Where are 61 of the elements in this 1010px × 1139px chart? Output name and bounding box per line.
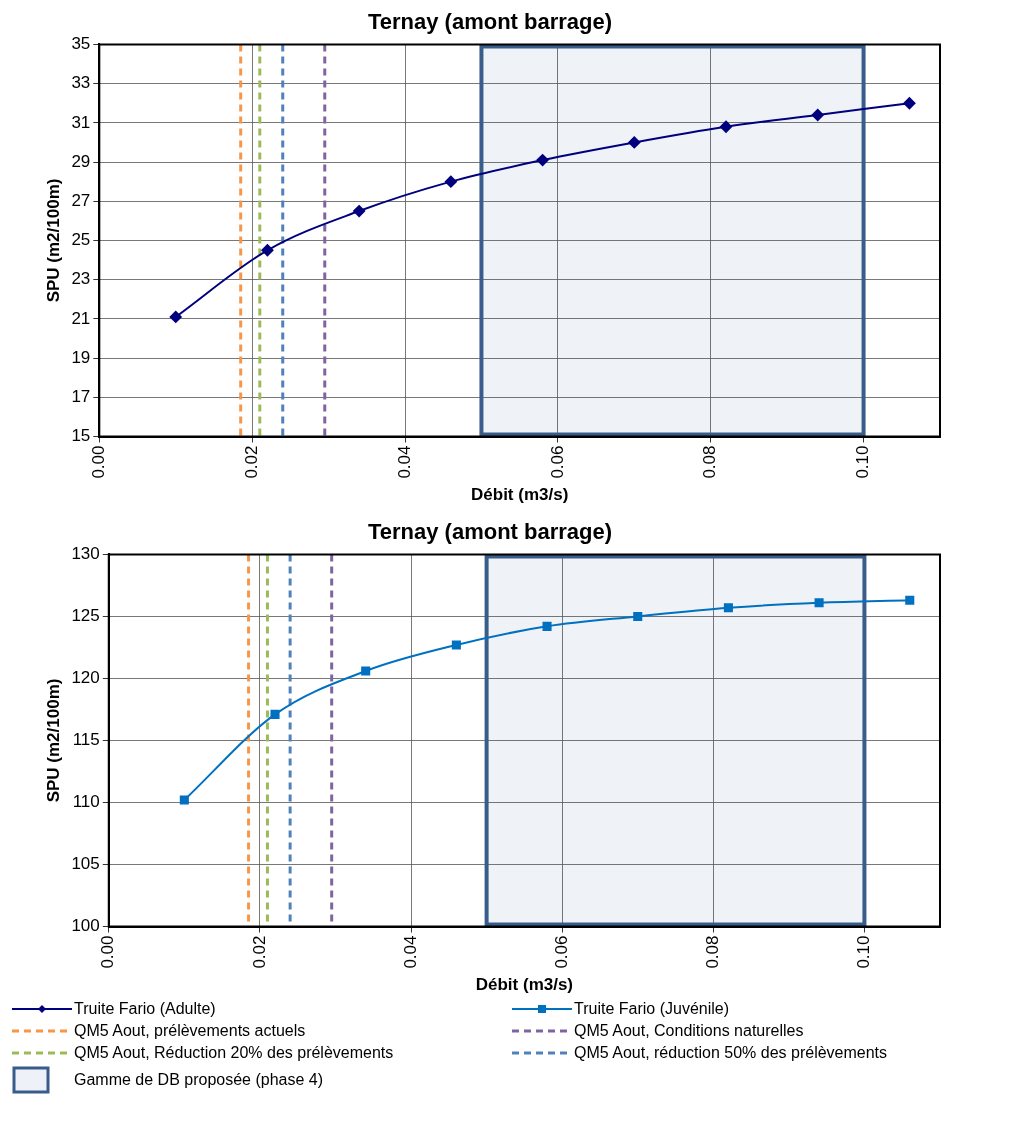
y-tick-label: 120 [71, 668, 100, 688]
y-tick-label: 100 [71, 916, 100, 936]
x-tick-label: 0.10 [853, 445, 873, 479]
x-axis-title: Débit (m3/s) [475, 975, 574, 995]
y-tick-label: 105 [71, 854, 100, 874]
y-tick-label: 110 [72, 792, 100, 812]
y-tick-label: 33 [71, 73, 91, 93]
y-tick-label: 17 [71, 386, 91, 406]
point [179, 795, 189, 805]
x-tick-label: 0.00 [89, 445, 108, 479]
x-tick-label: 0.04 [400, 935, 420, 969]
legend-label: QM5 Aout, Réduction 20% des prélèvements [74, 1044, 394, 1062]
x-tick-label: 0.02 [241, 445, 261, 479]
chart-title: Ternay (amont barrage) [367, 519, 613, 545]
point [720, 120, 733, 133]
y-tick-label: 115 [72, 730, 100, 750]
y-axis-title: SPU (m2/100m) [43, 178, 63, 303]
y-tick-label: 125 [71, 606, 100, 626]
x-tick-label: 0.02 [249, 935, 269, 969]
x-tick-label: 0.00 [98, 935, 118, 969]
point [723, 603, 733, 613]
point [633, 611, 643, 621]
y-tick-label: 15 [71, 426, 91, 446]
point [361, 666, 371, 676]
point [542, 621, 552, 631]
y-tick-label: 19 [71, 347, 91, 367]
y-tick-label: 130 [71, 544, 100, 564]
y-tick-label: 31 [71, 112, 91, 132]
x-tick-label: 0.06 [547, 445, 567, 479]
point [905, 595, 915, 605]
point [811, 108, 824, 121]
point [169, 310, 182, 323]
y-tick-label: 21 [71, 308, 91, 328]
legend-label: QM5 Aout, prélèvements actuels [74, 1022, 306, 1040]
legend-label: QM5 Aout, réduction 50% des prélèvements [574, 1044, 888, 1062]
point [536, 154, 549, 167]
y-tick-label: 35 [71, 34, 91, 54]
point [353, 205, 366, 218]
y-tick-label: 29 [71, 151, 91, 171]
point [451, 640, 461, 650]
y-tick-label: 27 [71, 190, 91, 210]
point [903, 97, 916, 110]
x-tick-label: 0.04 [394, 445, 414, 479]
x-tick-label: 0.08 [702, 935, 722, 969]
legend-label: Truite Fario (Juvénile) [574, 1000, 730, 1018]
legend-label: Gamme de DB proposée (phase 4) [74, 1071, 324, 1089]
y-tick-label: 25 [71, 230, 91, 250]
legend-label: Truite Fario (Adulte) [74, 1000, 216, 1018]
point [270, 709, 280, 719]
x-tick-label: 0.08 [700, 445, 720, 479]
legend-label: QM5 Aout, Conditions naturelles [574, 1022, 804, 1040]
point [444, 175, 457, 188]
point [261, 244, 274, 257]
x-axis-title: Débit (m3/s) [471, 485, 569, 505]
chart-title: Ternay (amont barrage) [367, 9, 613, 35]
x-tick-label: 0.10 [854, 935, 874, 969]
point [628, 136, 641, 149]
y-axis-title: SPU (m2/100m) [43, 678, 63, 803]
y-tick-label: 23 [71, 269, 91, 289]
x-tick-label: 0.06 [551, 935, 571, 969]
point [814, 598, 824, 608]
